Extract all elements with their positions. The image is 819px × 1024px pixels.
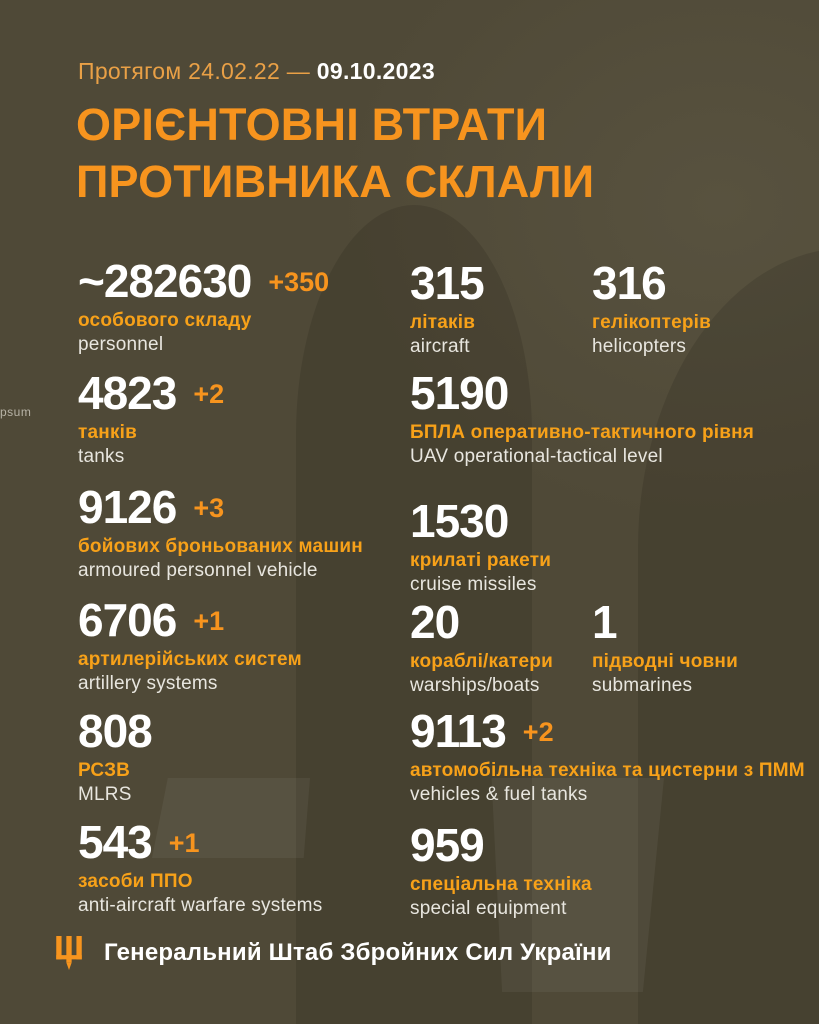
- stat-delta: +2: [522, 717, 554, 747]
- background-facet-right: [491, 778, 664, 992]
- stat-warships: 20 кораблі/катери warships/boats: [410, 597, 553, 698]
- report-period: Протягом 24.02.22 — 09.10.2023: [78, 58, 435, 85]
- stat-label-en: MLRS: [78, 784, 132, 805]
- stat-aircraft: 315 літаків aircraft: [410, 257, 485, 359]
- title-line-2: ПРОТИВНИКА СКЛАЛИ: [76, 156, 595, 207]
- stat-armoured-vehicles: 9126 +3 бойових броньованих машин armoure…: [78, 482, 363, 583]
- stat-label-ua: особового складу: [78, 310, 252, 331]
- stat-value: 9113: [410, 705, 507, 757]
- stat-label-en: artillery systems: [78, 673, 218, 694]
- stat-value: 1530: [410, 495, 509, 547]
- stat-uav: 5190 БПЛА оперативно-тактичного рівня UA…: [410, 368, 754, 469]
- stat-label-en: cruise missiles: [410, 574, 537, 595]
- footer: Генеральний Штаб Збройних Сил України: [56, 936, 612, 970]
- title-line-1: ОРІЄНТОВНІ ВТРАТИ: [76, 99, 548, 150]
- stat-value: 6706: [78, 594, 177, 646]
- stat-submarines: 1 підводні човни submarines: [592, 597, 738, 698]
- stat-delta: +350: [268, 267, 330, 297]
- background-facet-left: [152, 778, 310, 858]
- stat-value: 315: [410, 257, 485, 309]
- stat-label-en: personnel: [78, 334, 164, 355]
- stat-label-en: anti-aircraft warfare systems: [78, 895, 323, 916]
- stat-label-ua: артилерійських систем: [78, 649, 302, 670]
- stat-value: 9126: [78, 481, 177, 533]
- period-start-text: Протягом 24.02.22 —: [78, 58, 317, 84]
- stat-delta: +1: [193, 606, 225, 636]
- stat-value: 4823: [78, 367, 177, 419]
- stat-value: 5190: [410, 367, 509, 419]
- stat-label-en: UAV operational-tactical level: [410, 446, 663, 467]
- stat-cruise-missiles: 1530 крилаті ракети cruise missiles: [410, 496, 551, 597]
- page-title: ОРІЄНТОВНІ ВТРАТИ ПРОТИВНИКА СКЛАЛИ: [76, 96, 594, 210]
- stat-helicopters: 316 гелікоптерів helicopters: [592, 258, 711, 359]
- stat-label-ua: гелікоптерів: [592, 312, 712, 333]
- stat-label-en: helicopters: [592, 336, 687, 357]
- stat-value: 959: [410, 819, 485, 871]
- stat-label-ua: БПЛА оперативно-тактичного рівня: [410, 422, 755, 443]
- stat-label-en: warships/boats: [410, 675, 540, 696]
- stat-label-ua: крилаті ракети: [410, 550, 552, 571]
- stat-value: 1: [592, 596, 618, 648]
- stat-label-en: special equipment: [410, 898, 567, 919]
- stat-label-ua: спеціальна техніка: [410, 874, 592, 895]
- stat-value: 20: [410, 596, 460, 648]
- stat-label-en: aircraft: [410, 336, 470, 357]
- stat-personnel: ~282630 +350 особового складу personnel: [78, 256, 329, 357]
- stat-delta: +3: [193, 493, 225, 523]
- stat-value: 808: [78, 705, 153, 757]
- stat-label-en: submarines: [592, 675, 693, 696]
- stat-label-ua: літаків: [410, 312, 476, 333]
- stat-mlrs: 808 РСЗВ MLRS: [78, 705, 153, 807]
- stat-value: 543: [78, 816, 153, 868]
- stat-label-ua: засоби ППО: [78, 871, 193, 892]
- trident-icon: [56, 936, 82, 970]
- stat-special-equipment: 959 спеціальна техніка special equipment: [410, 820, 592, 921]
- stat-delta: +2: [193, 379, 225, 409]
- stat-label-ua: танків: [78, 422, 138, 443]
- stat-artillery: 6706 +1 артилерійських систем artillery s…: [78, 595, 302, 696]
- stat-anti-aircraft: 543 +1 засоби ППО anti-aircraft warfare s…: [78, 817, 322, 918]
- stat-label-ua: бойових броньованих машин: [78, 536, 363, 557]
- stat-label-ua: підводні човни: [592, 651, 738, 672]
- stat-vehicles-fuel-tanks: 9113 +2 автомобільна техніка та цистерни …: [410, 706, 805, 807]
- edge-watermark-fragment: psum: [0, 405, 32, 419]
- stat-label-ua: кораблі/катери: [410, 651, 553, 672]
- background-shell-silhouette-left: [296, 205, 532, 1024]
- stat-label-en: armoured personnel vehicle: [78, 560, 318, 581]
- stat-delta: +1: [168, 828, 200, 858]
- period-end-date: 09.10.2023: [316, 58, 435, 84]
- stat-value: ~282630: [78, 255, 252, 307]
- stat-label-en: vehicles & fuel tanks: [410, 784, 588, 805]
- stat-label-en: tanks: [78, 446, 125, 467]
- stat-label-ua: РСЗВ: [78, 760, 131, 781]
- stat-value: 316: [592, 257, 667, 309]
- organization-name: Генеральний Штаб Збройних Сил України: [104, 939, 612, 966]
- stat-label-ua: автомобільна техніка та цистерни з ПММ: [410, 760, 805, 781]
- stat-tanks: 4823 +2 танків tanks: [78, 368, 224, 469]
